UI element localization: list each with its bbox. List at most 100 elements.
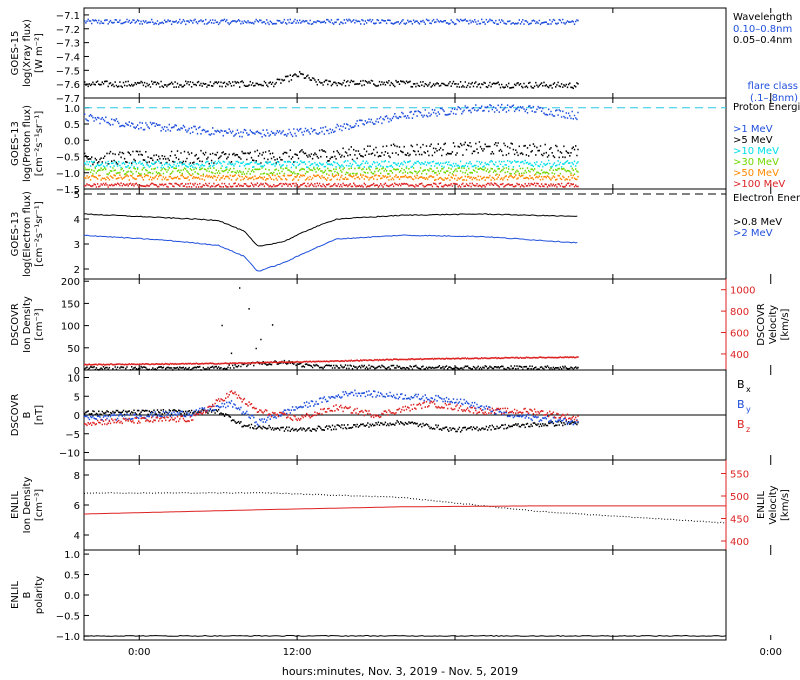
legend-item: >100 MeV: [733, 179, 785, 190]
right-axis-label: Velocity: [768, 305, 779, 344]
y-tick-label: 5: [74, 190, 80, 201]
right-axis-label: ENLIL: [756, 491, 767, 519]
series-5: [84, 182, 579, 188]
series-1: [84, 356, 579, 366]
legend-item: B: [737, 378, 745, 391]
series-0: [84, 103, 579, 138]
panel-goes13-proton: 1.0 0.5 0.0 −0.5 −1.0 −1.5 GOES-13 log(Proton f…: [10, 97, 800, 196]
time-axis: hours:minutes, Nov. 3, 2019 - Nov. 5, 20…: [128, 647, 782, 678]
y-tick-label: 4: [74, 531, 80, 542]
series-1: [83, 234, 578, 272]
series-points: [84, 18, 579, 26]
legend-item: >30 MeV: [733, 157, 779, 168]
panel-goes15-xray: −7.1 −7.2 −7.3 −7.4 −7.5 −7.6 −7.7 GOES-15 log(X…: [10, 7, 798, 105]
y-tick-label: −7.4: [56, 52, 80, 63]
right-y-tick-label: 500: [730, 492, 749, 503]
y-tick-label: −7.7: [56, 94, 80, 105]
y-axis-label: ENLIL: [10, 491, 21, 519]
right-y-tick-label: 600: [730, 329, 749, 340]
x-axis-label: hours:minutes, Nov. 3, 2019 - Nov. 5, 20…: [282, 665, 518, 678]
series-points: [84, 103, 579, 138]
y-axis-label: [nT]: [34, 405, 45, 425]
series-points: [84, 167, 579, 176]
y-axis-label: [cm⁻³]: [34, 489, 45, 521]
y-tick-label: −0.5: [56, 153, 80, 164]
y-tick-label: 2: [74, 265, 80, 276]
y-tick-label: 1.0: [64, 104, 80, 115]
y-tick-label: −10: [59, 449, 80, 460]
y-axis-label: B: [22, 591, 33, 598]
right-axis-label: [km/s]: [780, 308, 791, 340]
series-0: [83, 634, 727, 637]
series-0: [83, 213, 578, 247]
y-tick-label: −0.5: [56, 611, 80, 622]
y-axis-label: [cm⁻²s⁻¹sr⁻¹]: [34, 111, 45, 177]
right-y-tick-label: 550: [730, 470, 749, 481]
legend-item: >10 MeV: [733, 146, 779, 157]
legend-item: B: [737, 398, 745, 411]
legend-item: >5 MeV: [733, 135, 773, 146]
y-tick-label: 0.0: [64, 136, 80, 147]
series-points: [84, 389, 579, 427]
panel-frame: [83, 278, 727, 371]
y-tick-label: 5: [74, 392, 80, 403]
y-tick-label: 1.0: [64, 550, 80, 561]
right-y-tick-label: 400: [730, 537, 749, 548]
y-axis-label: [W m⁻²]: [34, 33, 45, 73]
series-1: [84, 389, 579, 427]
legend-item: 0.05–0.4nm: [733, 35, 792, 46]
right-y-tick-label: 1000: [730, 286, 755, 297]
y-tick-label: −7.6: [56, 80, 80, 91]
x-tick-label: 0:00: [128, 647, 150, 658]
series-0: [83, 492, 727, 524]
panel-frame: [83, 459, 727, 551]
right-axis-label: DSCOVR: [756, 303, 767, 346]
series-2: [84, 390, 579, 427]
x-tick-label: 12:00: [283, 647, 312, 658]
flare-class-range: (.1–.8nm): [750, 93, 798, 104]
series-points: [84, 71, 579, 90]
y-tick-label: −1.0: [56, 169, 80, 180]
series-points: [84, 159, 579, 169]
series-points: [84, 141, 579, 166]
series-3: [84, 167, 579, 176]
y-tick-label: 0: [74, 366, 80, 377]
y-tick-label: 6: [74, 501, 80, 512]
y-tick-label: 0: [74, 411, 80, 422]
y-tick-label: 10: [67, 374, 80, 385]
y-tick-label: 3: [74, 240, 80, 251]
y-tick-label: 150: [61, 299, 80, 310]
series-points: [84, 174, 579, 181]
series-points: [84, 182, 579, 188]
y-axis-label: log(Electron flux): [22, 191, 33, 277]
legend-title: Electron Energies: [733, 193, 800, 204]
y-axis-label: polarity: [34, 576, 45, 614]
series-1: [84, 505, 726, 515]
series-line: [84, 505, 726, 515]
y-tick-label: 0.5: [64, 571, 80, 582]
y-axis-label: Ion Density: [22, 477, 33, 534]
legend-item: >50 MeV: [733, 168, 779, 179]
legend-item: >2 MeV: [733, 228, 773, 239]
y-tick-label: 200: [61, 277, 80, 288]
flare-class-label: flare class: [748, 81, 798, 92]
y-axis-label: DSCOVR: [10, 303, 21, 346]
legend-title: Wavelength: [733, 12, 792, 23]
panels-group: −7.1 −7.2 −7.3 −7.4 −7.5 −7.6 −7.7 GOES-15 log(X…: [10, 7, 800, 643]
y-tick-label: 50: [67, 344, 80, 355]
y-axis-label: log(Proton flux): [22, 105, 33, 182]
x-tick-label: 0:00: [759, 647, 781, 658]
series-line: [83, 234, 578, 272]
legend-title: Proton Energies: [733, 102, 800, 113]
y-axis-label: Ion Density: [22, 296, 33, 353]
right-axis-label: [km/s]: [780, 489, 791, 521]
y-tick-label: −1.5: [56, 185, 80, 196]
y-tick-label: 8: [74, 471, 80, 482]
legend-subscript: x: [746, 385, 751, 394]
y-tick-label: −7.5: [56, 66, 80, 77]
y-axis-label: B: [22, 411, 33, 418]
panel-goes13-electron: 5 4 3 2 GOES-13 log(Electron flux) [cm⁻²s⁻¹sr⁻…: [10, 188, 800, 280]
